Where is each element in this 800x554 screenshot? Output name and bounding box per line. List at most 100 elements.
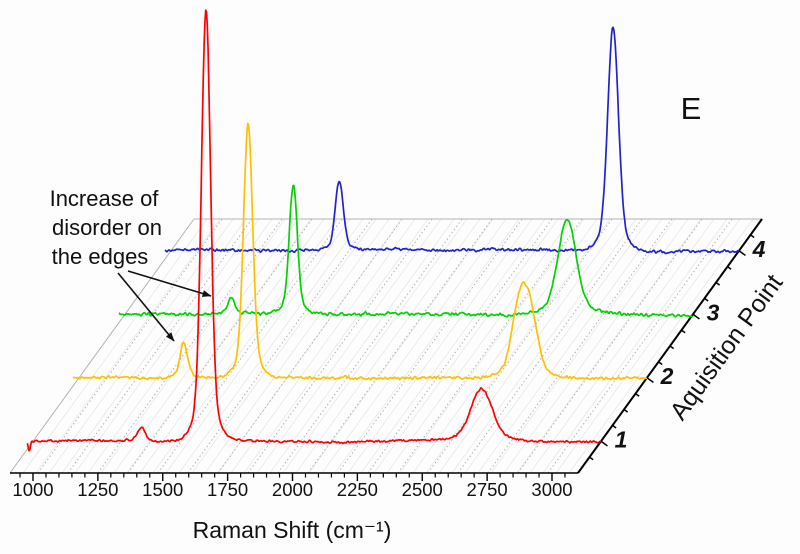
- floor-gridline-dashed: [127, 219, 313, 473]
- spectrum-line-point-2: [72, 122, 648, 381]
- panel-label: E: [681, 91, 702, 126]
- floor-gridline-dashed: [547, 219, 733, 473]
- acquisition-minor-tick: [669, 345, 675, 350]
- x-axis: 1000 1250 1500 1750 2000 2250 2500 2750 3000: [10, 472, 578, 500]
- floor-hatch-line: [126, 219, 312, 473]
- annotation-line-3: the edges: [52, 244, 149, 269]
- floor-left-edge: [9, 218, 195, 474]
- floor-hatch-line: [48, 219, 234, 473]
- floor-hatch-line: [321, 219, 507, 473]
- floor-gridline-dashed: [367, 219, 553, 473]
- acquisition-axis: 1 2 3 4: [577, 218, 766, 474]
- x-tick-label: 2500: [402, 479, 443, 500]
- x-tick-label: 1750: [207, 479, 248, 500]
- floor-hatch-line: [503, 219, 689, 473]
- floor-hatch-line: [191, 219, 377, 473]
- acquisition-minor-tick: [715, 281, 721, 286]
- floor-hatch-line: [373, 219, 559, 473]
- floor-hatch-line: [490, 219, 676, 473]
- floor-hatch-line: [451, 219, 637, 473]
- floor-hatch-line: [282, 219, 468, 473]
- x-tick-label: 2250: [337, 479, 378, 500]
- floor-hatch-line: [438, 219, 624, 473]
- acquisition-major-tick: [738, 250, 746, 257]
- x-tick-label: 2000: [272, 479, 313, 500]
- floor-hatch-line: [516, 219, 702, 473]
- floor-hatch-line: [35, 219, 221, 473]
- acquisition-minor-tick: [681, 329, 686, 334]
- floor-hatch-line: [464, 219, 650, 473]
- floor-hatch-line: [256, 219, 442, 473]
- spectrum-line-point-3: [118, 184, 694, 318]
- acquisition-minor-tick: [727, 266, 732, 270]
- acquisition-tick-label: 4: [752, 236, 766, 262]
- floor-gridline-dashed: [457, 219, 643, 473]
- annotation-line-2: disorder on: [52, 215, 162, 240]
- acquisition-tick-label: 2: [660, 363, 674, 389]
- spectrum-line-point-4: [164, 26, 740, 255]
- floor-gridline-dashed: [67, 219, 253, 473]
- floor-hatch-line: [568, 219, 754, 473]
- x-tick-label: 1000: [12, 479, 53, 500]
- floor-hatch-line: [152, 219, 338, 473]
- floor-hatch-line: [334, 219, 520, 473]
- floor-hatch-line: [295, 219, 481, 473]
- floor-edges: [9, 218, 762, 474]
- floor-hatch-line: [87, 219, 273, 473]
- floor-hatch-line: [230, 219, 416, 473]
- floor-hatch-line: [555, 219, 741, 473]
- x-tick-label: 2750: [467, 479, 508, 500]
- acquisition-minor-tick: [612, 424, 617, 429]
- spectra: [26, 9, 740, 452]
- acquisition-minor-tick: [658, 361, 663, 366]
- floor-hatch-line: [399, 219, 585, 473]
- floor-gridline-dashed: [307, 219, 493, 473]
- acquisition-axis-title: Aquisition Point: [665, 269, 789, 425]
- floor-hatch-line: [360, 219, 546, 473]
- annotation-arrow-to-point2-d-band: [117, 272, 175, 342]
- floor-hatch-line: [412, 219, 598, 473]
- floor-gridline-dashed: [97, 219, 283, 473]
- annotation-line-1: Increase of: [50, 186, 160, 211]
- acquisition-major-tick: [646, 377, 654, 384]
- floor-gridline-dashed: [277, 219, 463, 473]
- floor-hatch-line: [204, 219, 390, 473]
- x-tick-label: 1500: [142, 479, 183, 500]
- spectrum-line-point-1: [26, 9, 602, 452]
- floor-gridline-dashed: [517, 219, 703, 473]
- acquisition-minor-tick: [704, 297, 709, 302]
- floor-gridline-dashed: [337, 219, 523, 473]
- floor-hatch-line: [386, 219, 572, 473]
- floor-hatch-line: [425, 219, 611, 473]
- acquisition-minor-tick: [750, 234, 755, 239]
- floor-hatch-line: [529, 219, 715, 473]
- floor-hatch-line: [542, 219, 728, 473]
- acquisition-major-tick: [600, 440, 608, 447]
- floor-hatch-line: [74, 219, 260, 473]
- acquisition-tick-label: 1: [615, 426, 628, 452]
- floor-gridline-dashed: [427, 219, 613, 473]
- floor-grid: [10, 219, 762, 473]
- floor-gridline-dashed: [397, 219, 583, 473]
- annotation-arrow-to-point3-d-band: [127, 270, 212, 297]
- acquisition-minor-tick: [623, 408, 629, 413]
- floor-hatch-line: [347, 219, 533, 473]
- floor-hatch-line: [22, 219, 208, 473]
- floor-gridline-dashed: [247, 219, 433, 473]
- floor-hatch-line: [61, 219, 247, 473]
- floor-gridline-dashed: [37, 219, 223, 473]
- floor-hatch-line: [308, 219, 494, 473]
- floor-hatch-line: [243, 219, 429, 473]
- floor-gridline-dashed: [487, 219, 673, 473]
- acquisition-major-tick: [692, 313, 700, 320]
- x-tick-label: 3000: [531, 479, 572, 500]
- x-tick-label: 1250: [77, 479, 118, 500]
- x-axis-title: Raman Shift (cm⁻¹): [193, 517, 392, 543]
- acquisition-minor-tick: [589, 456, 594, 461]
- floor-hatch-line: [477, 219, 663, 473]
- annotation-increase-of-disorder: Increase of disorder on the edges: [50, 186, 212, 342]
- floor-gridline-dashed: [217, 219, 403, 473]
- floor-gridline-dashed: [187, 219, 373, 473]
